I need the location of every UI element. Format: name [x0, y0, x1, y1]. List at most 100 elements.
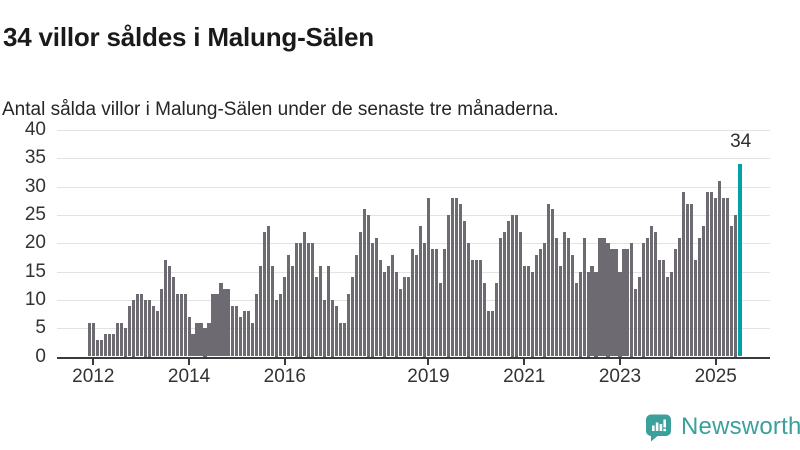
- bar: [127, 305, 131, 357]
- bar: [710, 192, 714, 357]
- bar: [303, 231, 307, 357]
- x-axis-tick: [427, 359, 430, 365]
- x-tick-label: 2021: [503, 366, 546, 387]
- bar: [215, 294, 219, 357]
- bar: [498, 237, 502, 357]
- bar: [598, 237, 602, 357]
- bar: [642, 243, 646, 357]
- bar: [203, 328, 207, 357]
- bar: [458, 203, 462, 357]
- bar: [283, 277, 287, 357]
- gridline: [57, 186, 770, 188]
- bar: [590, 265, 594, 357]
- bar: [155, 311, 159, 357]
- bar: [586, 271, 590, 357]
- bar: [323, 299, 327, 357]
- bar: [434, 248, 438, 357]
- bar: [398, 288, 403, 357]
- bar: [115, 322, 119, 357]
- bar: [123, 328, 127, 357]
- bar: [179, 294, 183, 357]
- y-tick-label: 25: [24, 203, 46, 225]
- bar: [295, 243, 299, 357]
- bar: [255, 294, 259, 357]
- bar: [219, 282, 223, 357]
- x-tick-label: 2014: [167, 366, 211, 387]
- bar: [550, 209, 554, 357]
- bar: [390, 254, 395, 357]
- bar: [674, 248, 678, 357]
- bar: [159, 288, 163, 357]
- bar: [510, 214, 514, 357]
- bar: [163, 260, 167, 357]
- bar: [371, 243, 375, 357]
- bar: [375, 237, 379, 357]
- bar: [462, 220, 466, 357]
- brand-footer: Newsworthy: [644, 412, 800, 442]
- bar: [139, 294, 143, 357]
- bar: [622, 248, 626, 357]
- bar: [522, 265, 526, 357]
- bar: [530, 271, 534, 357]
- x-tick-label: 2025: [694, 366, 737, 387]
- bar: [199, 322, 203, 357]
- x-axis-tick: [714, 359, 717, 365]
- bar: [187, 316, 191, 357]
- bar: [566, 237, 570, 357]
- bar: [402, 277, 407, 357]
- bar: [534, 254, 538, 357]
- bar: [383, 271, 387, 357]
- bar: [287, 254, 291, 357]
- bar: [730, 226, 734, 357]
- bar: [446, 214, 450, 357]
- bar: [570, 254, 574, 357]
- y-tick-label: 40: [24, 119, 46, 140]
- bar: [646, 237, 650, 357]
- bar: [267, 226, 271, 357]
- bar: [259, 265, 263, 357]
- bar: [582, 237, 586, 357]
- bar: [211, 294, 215, 357]
- x-axis-tick: [283, 359, 286, 365]
- bar: [87, 322, 91, 357]
- bar: [558, 265, 562, 357]
- bar: [95, 339, 99, 357]
- bar: [418, 226, 422, 357]
- x-axis-tick: [618, 359, 621, 365]
- bar: [263, 231, 267, 357]
- bar: [327, 265, 331, 357]
- bar: [271, 265, 275, 357]
- gridline: [57, 158, 770, 160]
- bar: [147, 299, 151, 357]
- bar: [442, 248, 446, 357]
- bar: [183, 294, 187, 357]
- bar: [410, 248, 415, 357]
- bar: [526, 265, 530, 357]
- x-tick-label: 2019: [407, 366, 450, 387]
- bar: [666, 277, 670, 357]
- bar: [151, 305, 155, 357]
- bar: [518, 231, 522, 357]
- bar: [195, 322, 199, 357]
- bar: [562, 231, 566, 357]
- highlight-value-label: 34: [730, 131, 752, 152]
- bar: [422, 243, 426, 357]
- bar: [514, 214, 518, 357]
- gridline: [57, 130, 770, 131]
- y-tick-label: 15: [24, 260, 46, 282]
- bar: [578, 271, 582, 357]
- bar: [694, 260, 698, 357]
- bar: [335, 305, 339, 357]
- bar: [602, 237, 606, 357]
- y-tick-label: 35: [24, 147, 46, 169]
- bar: [698, 237, 702, 357]
- bar: [315, 277, 319, 357]
- x-axis-tick: [92, 359, 95, 365]
- y-tick-label: 30: [24, 175, 46, 197]
- x-axis-line: [57, 356, 770, 359]
- bar: [319, 265, 323, 357]
- bar: [107, 333, 111, 357]
- bar: [239, 316, 243, 357]
- bar: [247, 311, 251, 357]
- bar: [594, 271, 598, 357]
